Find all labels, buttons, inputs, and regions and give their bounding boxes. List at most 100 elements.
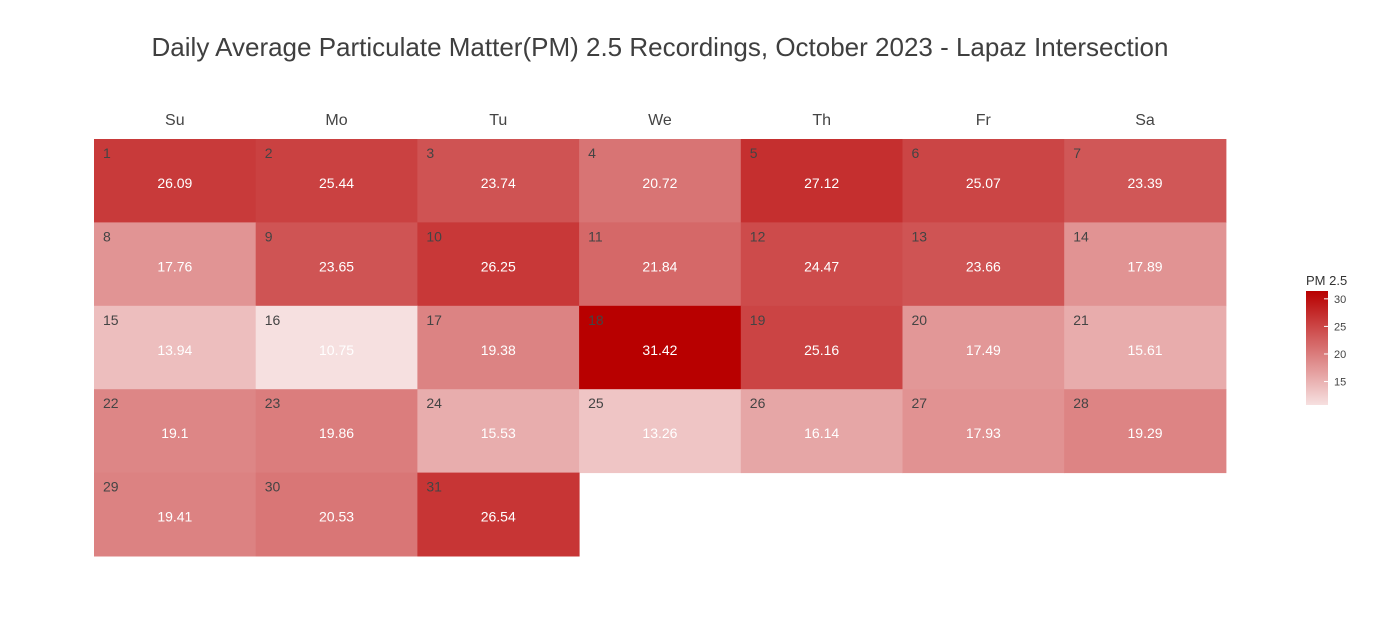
day-cell-26: 26 16.14: [740, 389, 903, 474]
day-value-label: 17.76: [157, 258, 192, 274]
day-number-label: 23: [265, 395, 281, 411]
day-cell-rect: [1064, 222, 1227, 307]
day-cell-rect: [94, 139, 257, 223]
day-cell-rect: [579, 305, 742, 390]
day-cell-4: 420.72: [579, 139, 742, 223]
day-number-label: 3: [426, 145, 434, 161]
day-cell-rect: [417, 472, 580, 557]
day-cell-rect: [255, 222, 418, 307]
day-cell-21: 21 15.61: [1064, 305, 1227, 390]
colorbar-rect: [1306, 291, 1328, 405]
weekday-label-fr: Fr: [976, 112, 992, 129]
day-number-label: 27: [912, 395, 928, 411]
day-value-label: 15.61: [1128, 342, 1163, 358]
day-cell-rect: [417, 305, 580, 390]
day-cell-rect: [94, 222, 257, 307]
day-value-label: 21.84: [642, 258, 677, 274]
day-number-label: 19: [750, 312, 766, 328]
day-number-label: 22: [103, 395, 119, 411]
day-cell-31: 31 26.54: [417, 472, 580, 557]
colorbar-tick-label: 15: [1334, 377, 1346, 389]
day-number-label: 2: [265, 145, 273, 161]
day-value-label: 16.14: [804, 425, 839, 441]
day-value-label: 17.89: [1128, 258, 1163, 274]
day-value-label: 25.16: [804, 342, 839, 358]
colorbar-tick-label: 25: [1334, 321, 1346, 333]
day-value-label: 23.39: [1128, 175, 1163, 191]
day-number-label: 7: [1073, 145, 1081, 161]
day-cell-rect: [740, 222, 903, 307]
day-value-label: 13.26: [642, 425, 677, 441]
day-cell-2: 225.44: [255, 139, 418, 223]
day-cell-rect: [740, 389, 903, 474]
day-number-label: 6: [912, 145, 920, 161]
day-value-label: 19.41: [157, 509, 192, 525]
day-cell-17: 17 19.38: [417, 305, 580, 390]
day-number-label: 1: [103, 145, 111, 161]
day-cell-5: 527.12: [740, 139, 903, 223]
day-number-label: 28: [1073, 395, 1089, 411]
day-cell-7: 723.39: [1064, 139, 1227, 223]
day-cell-rect: [902, 139, 1065, 223]
chart-title: Daily Average Particulate Matter(PM) 2.5…: [151, 32, 1169, 62]
day-number-label: 30: [265, 479, 281, 495]
day-cell-rect: [579, 222, 742, 307]
day-cell-14: 14 17.89: [1064, 222, 1227, 307]
day-value-label: 31.42: [642, 342, 677, 358]
day-value-label: 19.38: [481, 342, 516, 358]
day-cell-rect: [1064, 389, 1227, 474]
day-value-label: 23.74: [481, 175, 516, 191]
day-cell-25: 25 13.26: [579, 389, 742, 474]
day-value-label: 17.93: [966, 425, 1001, 441]
day-cell-19: 19 25.16: [740, 305, 903, 390]
day-cell-24: 24 15.53: [417, 389, 580, 474]
day-cell-rect: [740, 139, 903, 223]
day-value-label: 15.53: [481, 425, 516, 441]
day-number-label: 18: [588, 312, 604, 328]
day-cell-23: 23 19.86: [255, 389, 418, 474]
day-value-label: 26.09: [157, 175, 192, 191]
day-value-label: 25.44: [319, 175, 354, 191]
day-cell-29: 29 19.41: [94, 472, 257, 557]
day-number-label: 9: [265, 228, 273, 244]
day-cell-13: 13 23.66: [902, 222, 1065, 307]
day-value-label: 19.86: [319, 425, 354, 441]
weekday-label-th: Th: [812, 112, 831, 129]
day-number-label: 31: [426, 479, 442, 495]
day-value-label: 25.07: [966, 175, 1001, 191]
day-cell-rect: [902, 389, 1065, 474]
day-value-label: 10.75: [319, 342, 354, 358]
day-cell-rect: [255, 472, 418, 557]
day-cell-30: 30 20.53: [255, 472, 418, 557]
day-cell-28: 28 19.29: [1064, 389, 1227, 474]
day-cell-rect: [417, 222, 580, 307]
day-number-label: 16: [265, 312, 281, 328]
day-cell-3: 323.74: [417, 139, 580, 223]
day-cell-8: 817.76: [94, 222, 257, 307]
day-cell-rect: [579, 389, 742, 474]
day-value-label: 23.66: [966, 258, 1001, 274]
weekday-label-tu: Tu: [489, 112, 507, 129]
day-number-label: 26: [750, 395, 766, 411]
day-value-label: 26.54: [481, 509, 516, 525]
day-cell-rect: [902, 222, 1065, 307]
day-number-label: 29: [103, 479, 119, 495]
day-number-label: 12: [750, 228, 766, 244]
day-cell-12: 12 24.47: [740, 222, 903, 307]
day-cell-rect: [94, 389, 257, 474]
day-cell-6: 625.07: [902, 139, 1065, 223]
weekday-label-su: Su: [165, 112, 185, 129]
day-cell-rect: [255, 389, 418, 474]
day-cell-27: 27 17.93: [902, 389, 1065, 474]
day-cell-rect: [579, 139, 742, 223]
day-value-label: 19.1: [161, 425, 188, 441]
day-number-label: 11: [588, 228, 603, 244]
day-number-label: 25: [588, 395, 604, 411]
day-cell-15: 15 13.94: [94, 305, 257, 390]
day-cell-11: 11 21.84: [579, 222, 742, 307]
day-cell-rect: [902, 305, 1065, 390]
day-cell-rect: [417, 139, 580, 223]
day-cell-rect: [1064, 305, 1227, 390]
day-number-label: 13: [912, 228, 928, 244]
